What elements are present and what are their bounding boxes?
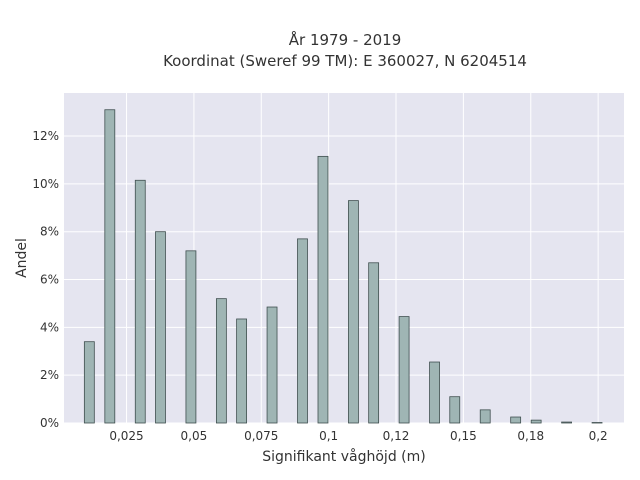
x-tick-label: 0,15 bbox=[450, 429, 477, 443]
y-tick-label: 2% bbox=[40, 368, 59, 382]
y-tick-label: 6% bbox=[40, 273, 59, 287]
x-axis-label: Signifikant våghöjd (m) bbox=[262, 448, 425, 465]
y-tick-label: 10% bbox=[32, 177, 59, 191]
histogram-bar bbox=[449, 396, 461, 424]
chart-subtitle: Koordinat (Sweref 99 TM): E 360027, N 62… bbox=[163, 52, 527, 70]
x-tick-label: 0,075 bbox=[244, 429, 278, 443]
x-tick-label: 0,05 bbox=[181, 429, 208, 443]
y-tick-label: 4% bbox=[40, 320, 59, 334]
histogram-bar bbox=[215, 298, 227, 424]
y-axis-ticks: 0% 2% 4% 6% 8% 10% 12% bbox=[32, 129, 59, 430]
chart-title: År 1979 - 2019 bbox=[289, 30, 402, 49]
y-tick-label: 8% bbox=[40, 225, 59, 239]
histogram-bar bbox=[297, 238, 308, 424]
y-tick-label: 12% bbox=[32, 129, 59, 143]
x-tick-label: 0,18 bbox=[517, 429, 544, 443]
histogram-bar bbox=[398, 316, 410, 424]
x-tick-label: 0,12 bbox=[383, 429, 410, 443]
histogram-bar bbox=[561, 421, 572, 424]
x-tick-label: 0,025 bbox=[109, 429, 143, 443]
histogram-bar bbox=[591, 422, 603, 424]
x-tick-label: 0,1 bbox=[319, 429, 338, 443]
histogram-bar bbox=[510, 416, 522, 424]
histogram-bar bbox=[104, 109, 116, 424]
x-axis-ticks: 0,025 0,05 0,075 0,1 0,12 0,15 0,18 0,2 bbox=[109, 429, 607, 443]
plot-background bbox=[64, 93, 624, 423]
histogram-bar bbox=[530, 419, 542, 424]
y-tick-label: 0% bbox=[40, 416, 59, 430]
bars bbox=[83, 109, 603, 424]
histogram-bar bbox=[368, 262, 380, 424]
histogram-bar bbox=[429, 361, 440, 424]
histogram-bar bbox=[348, 200, 359, 424]
histogram-bar bbox=[317, 155, 329, 424]
histogram-bar bbox=[266, 306, 278, 424]
x-tick-label: 0,2 bbox=[589, 429, 608, 443]
histogram-bar bbox=[83, 341, 95, 424]
histogram-bar bbox=[185, 250, 197, 424]
y-axis-label: Andel bbox=[14, 238, 30, 278]
histogram-bar bbox=[479, 409, 491, 424]
histogram-bar bbox=[236, 318, 247, 424]
histogram-bar bbox=[155, 231, 166, 424]
histogram-bar bbox=[134, 179, 146, 424]
